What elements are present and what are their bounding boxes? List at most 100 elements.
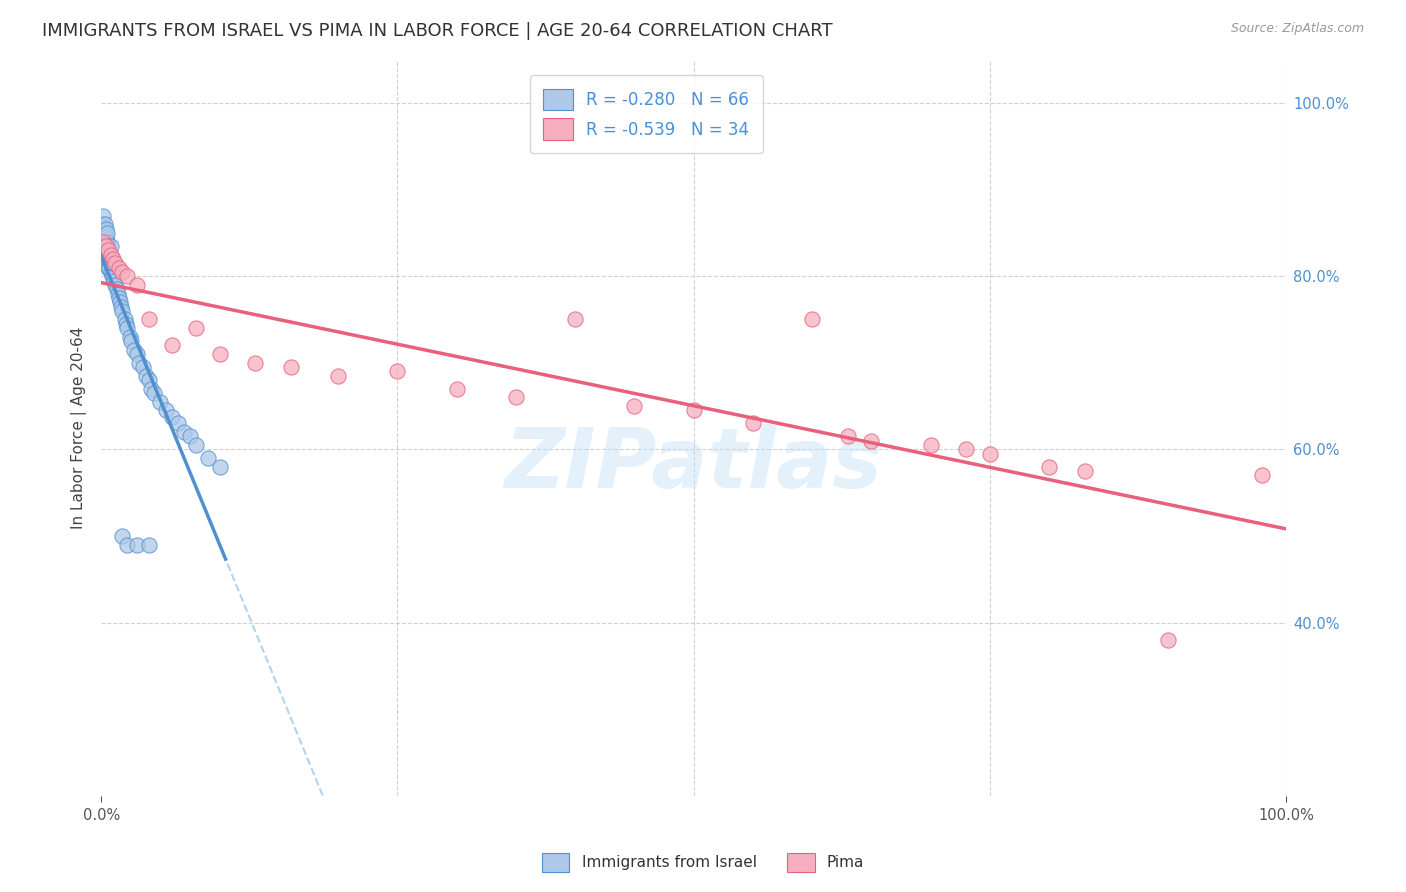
Point: [124, 343, 146, 357]
Point: [125, 277, 148, 292]
Point: [979, 447, 1001, 461]
Point: [564, 312, 586, 326]
Point: [111, 265, 134, 279]
Point: [1156, 633, 1178, 648]
Point: [110, 300, 132, 314]
Point: [96, 247, 118, 261]
Point: [280, 360, 302, 375]
Point: [97, 252, 120, 266]
Point: [100, 239, 122, 253]
Point: [197, 451, 219, 466]
Point: [94, 230, 117, 244]
Point: [101, 256, 124, 270]
Point: [93, 209, 115, 223]
Point: [837, 429, 859, 443]
Point: [160, 409, 183, 424]
Point: [184, 438, 207, 452]
Point: [111, 303, 134, 318]
Point: [91, 226, 114, 240]
Point: [184, 321, 207, 335]
Point: [149, 394, 172, 409]
Point: [139, 382, 162, 396]
Text: Source: ZipAtlas.com: Source: ZipAtlas.com: [1230, 22, 1364, 36]
Point: [1038, 459, 1060, 474]
Point: [160, 338, 183, 352]
Point: [96, 256, 118, 270]
Point: [115, 269, 138, 284]
Point: [138, 312, 160, 326]
Point: [97, 260, 120, 275]
Point: [118, 330, 141, 344]
Point: [93, 230, 115, 244]
Point: [138, 373, 160, 387]
Point: [100, 247, 122, 261]
Point: [101, 269, 124, 284]
Point: [131, 360, 153, 375]
Point: [96, 235, 118, 249]
Text: IMMIGRANTS FROM ISRAEL VS PIMA IN LABOR FORCE | AGE 20-64 CORRELATION CHART: IMMIGRANTS FROM ISRAEL VS PIMA IN LABOR …: [42, 22, 832, 40]
Point: [387, 364, 409, 378]
Point: [104, 277, 127, 292]
Point: [104, 256, 127, 270]
Point: [115, 538, 138, 552]
Point: [208, 459, 231, 474]
Point: [103, 273, 125, 287]
Point: [94, 252, 117, 266]
Point: [94, 243, 117, 257]
Point: [93, 235, 115, 249]
Point: [108, 295, 131, 310]
Point: [1251, 468, 1274, 483]
Point: [120, 334, 142, 348]
Point: [143, 386, 166, 401]
Point: [243, 356, 266, 370]
Point: [93, 247, 115, 261]
Point: [167, 417, 190, 431]
Point: [108, 260, 131, 275]
Point: [115, 317, 138, 331]
Point: [173, 425, 195, 439]
Point: [98, 247, 121, 261]
Point: [94, 239, 117, 253]
Point: [100, 252, 122, 266]
Legend: Immigrants from Israel, Pima: Immigrants from Israel, Pima: [534, 845, 872, 880]
Point: [94, 221, 117, 235]
Point: [128, 356, 150, 370]
Point: [125, 347, 148, 361]
Point: [93, 217, 115, 231]
Point: [108, 291, 131, 305]
Point: [135, 368, 157, 383]
Legend: R = -0.280   N = 66, R = -0.539   N = 34: R = -0.280 N = 66, R = -0.539 N = 34: [530, 75, 762, 153]
Point: [105, 282, 128, 296]
Point: [955, 442, 977, 457]
Point: [179, 429, 201, 443]
Point: [91, 217, 114, 231]
Point: [741, 417, 763, 431]
Y-axis label: In Labor Force | Age 20-64: In Labor Force | Age 20-64: [72, 326, 87, 529]
Point: [860, 434, 883, 448]
Point: [96, 226, 118, 240]
Point: [97, 243, 120, 257]
Point: [623, 399, 645, 413]
Point: [505, 391, 527, 405]
Point: [326, 368, 349, 383]
Point: [97, 239, 120, 253]
Point: [101, 269, 124, 284]
Point: [93, 235, 115, 249]
Point: [100, 265, 122, 279]
Point: [801, 312, 824, 326]
Point: [93, 221, 115, 235]
Point: [682, 403, 704, 417]
Point: [107, 286, 129, 301]
Point: [101, 252, 124, 266]
Point: [98, 260, 121, 275]
Point: [93, 252, 115, 266]
Point: [125, 538, 148, 552]
Point: [93, 239, 115, 253]
Point: [920, 438, 942, 452]
Point: [155, 403, 177, 417]
Point: [91, 235, 114, 249]
Point: [446, 382, 468, 396]
Point: [1073, 464, 1095, 478]
Point: [208, 347, 231, 361]
Point: [111, 529, 134, 543]
